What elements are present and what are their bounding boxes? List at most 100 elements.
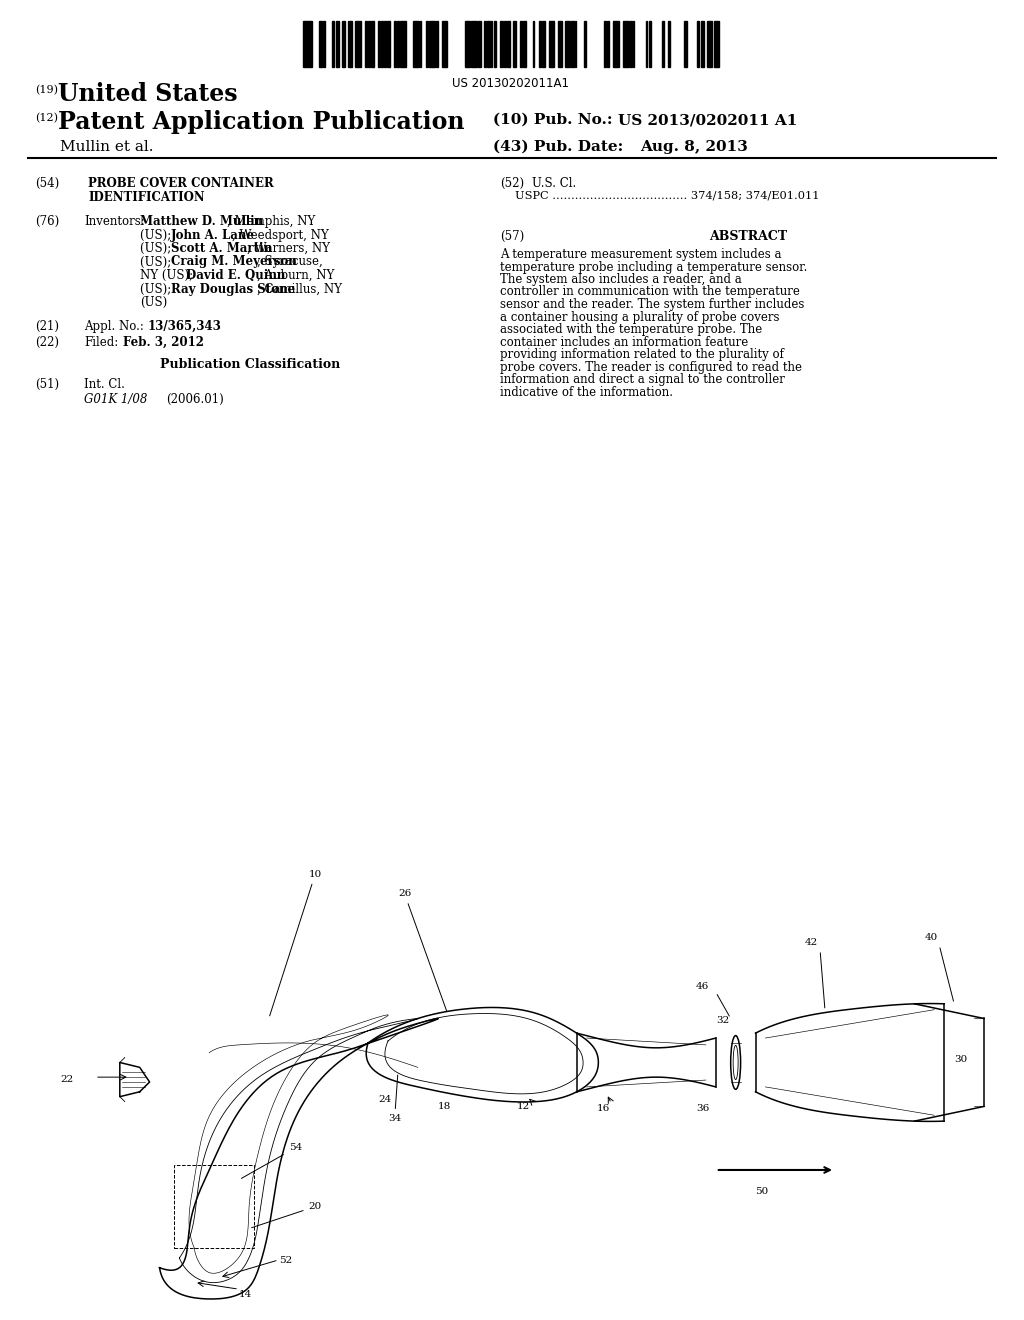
Bar	[368, 21, 370, 67]
Bar	[442, 21, 445, 67]
Bar	[378, 21, 380, 67]
Bar	[669, 21, 670, 67]
Text: , Warners, NY: , Warners, NY	[247, 242, 330, 255]
Bar	[348, 21, 351, 67]
Bar	[711, 21, 712, 67]
Text: 26: 26	[398, 890, 446, 1011]
Bar	[558, 21, 561, 67]
Text: (US);: (US);	[140, 256, 175, 268]
Bar	[616, 21, 618, 67]
Text: (19): (19)	[35, 84, 58, 95]
Bar	[490, 21, 493, 67]
Text: (57): (57)	[500, 230, 524, 243]
Text: US 20130202011A1: US 20130202011A1	[452, 77, 568, 90]
Text: (US);: (US);	[140, 228, 175, 242]
Text: 22: 22	[60, 1074, 74, 1084]
Bar	[571, 21, 574, 67]
Text: information and direct a signal to the controller: information and direct a signal to the c…	[500, 374, 784, 385]
Bar	[445, 21, 447, 67]
Text: , Weedsport, NY: , Weedsport, NY	[231, 228, 329, 242]
Bar	[513, 21, 516, 67]
Text: (US);: (US);	[140, 242, 175, 255]
Text: 16: 16	[597, 1105, 610, 1113]
Text: 34: 34	[388, 1074, 401, 1123]
Bar	[468, 21, 470, 67]
Bar	[484, 21, 486, 67]
Bar	[633, 21, 635, 67]
Bar	[417, 21, 420, 67]
Bar	[520, 21, 522, 67]
Text: a container housing a plurality of probe covers: a container housing a plurality of probe…	[500, 310, 779, 323]
Text: (54): (54)	[35, 177, 59, 190]
Bar	[365, 21, 367, 67]
Bar	[336, 21, 339, 67]
Text: 42: 42	[805, 939, 818, 948]
Text: 54: 54	[242, 1143, 302, 1179]
Bar	[426, 21, 428, 67]
Text: 50: 50	[756, 1188, 769, 1196]
Text: providing information related to the plurality of: providing information related to the plu…	[500, 348, 784, 360]
Bar	[630, 21, 632, 67]
Text: 10: 10	[269, 870, 322, 1016]
Text: 52: 52	[279, 1255, 292, 1265]
Text: 12: 12	[517, 1102, 530, 1111]
Text: IDENTIFICATION: IDENTIFICATION	[88, 191, 205, 205]
Text: Craig M. Meyerson: Craig M. Meyerson	[171, 256, 297, 268]
Text: 40: 40	[925, 933, 938, 942]
Bar	[507, 21, 510, 67]
Text: (21): (21)	[35, 319, 59, 333]
Bar	[684, 21, 687, 67]
Text: (2006.01): (2006.01)	[166, 393, 224, 407]
Bar	[323, 21, 325, 67]
Text: 18: 18	[437, 1102, 451, 1111]
Text: container includes an information feature: container includes an information featur…	[500, 335, 749, 348]
Text: sensor and the reader. The system further includes: sensor and the reader. The system furthe…	[500, 298, 805, 312]
Bar	[355, 21, 357, 67]
Bar	[607, 21, 608, 67]
Text: (51): (51)	[35, 378, 59, 391]
Text: , Syracuse,: , Syracuse,	[257, 256, 323, 268]
Text: 46: 46	[696, 982, 710, 991]
Text: 32: 32	[716, 1016, 729, 1026]
Text: John A. Lane: John A. Lane	[171, 228, 255, 242]
Bar	[627, 21, 629, 67]
Text: NY (US);: NY (US);	[140, 269, 197, 282]
Bar	[700, 21, 703, 67]
Bar	[708, 21, 710, 67]
Text: associated with the temperature probe. The: associated with the temperature probe. T…	[500, 323, 762, 337]
Text: Scott A. Martin: Scott A. Martin	[171, 242, 271, 255]
Text: The system also includes a reader, and a: The system also includes a reader, and a	[500, 273, 741, 286]
Bar	[487, 21, 490, 67]
Text: 13/365,343: 13/365,343	[148, 319, 222, 333]
Bar	[384, 21, 386, 67]
Bar	[403, 21, 406, 67]
Text: USPC .................................... 374/158; 374/E01.011: USPC ...................................…	[515, 191, 819, 201]
Text: 24: 24	[378, 1094, 391, 1104]
Bar	[319, 21, 323, 67]
Bar	[717, 21, 719, 67]
Text: PROBE COVER CONTAINER: PROBE COVER CONTAINER	[88, 177, 273, 190]
Bar	[413, 21, 416, 67]
Bar	[532, 21, 535, 67]
Text: U.S. Cl.: U.S. Cl.	[532, 177, 577, 190]
Bar	[649, 21, 650, 67]
Bar	[574, 21, 577, 67]
Bar	[435, 21, 437, 67]
Text: Matthew D. Mullin: Matthew D. Mullin	[140, 215, 263, 228]
Text: United States: United States	[58, 82, 238, 106]
Bar	[613, 21, 616, 67]
Text: Publication Classification: Publication Classification	[160, 358, 340, 371]
Bar	[714, 21, 717, 67]
Bar	[504, 21, 506, 67]
Bar	[333, 21, 334, 67]
Bar	[174, 1166, 254, 1249]
Bar	[465, 21, 468, 67]
Bar	[420, 21, 421, 67]
Bar	[697, 21, 699, 67]
Bar	[358, 21, 360, 67]
Text: indicative of the information.: indicative of the information.	[500, 385, 673, 399]
Bar	[393, 21, 395, 67]
Bar	[303, 21, 305, 67]
Text: US 2013/0202011 A1: US 2013/0202011 A1	[618, 114, 798, 127]
Bar	[474, 21, 477, 67]
